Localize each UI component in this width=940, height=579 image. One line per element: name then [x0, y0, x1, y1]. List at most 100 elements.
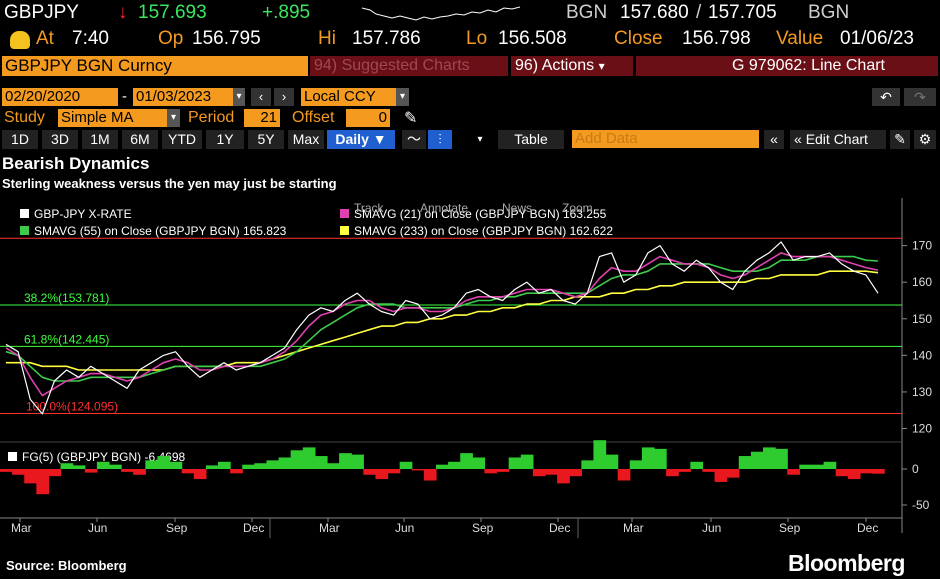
period-button-1d[interactable]: 1D — [2, 130, 38, 149]
x-tick-label-1: Jun — [88, 521, 107, 535]
frequency-select[interactable]: Daily ▼ — [327, 130, 395, 149]
fg-bar-60 — [726, 469, 740, 478]
table-button[interactable]: Table — [498, 130, 564, 149]
suggested-charts-button[interactable]: 94) Suggested Charts — [310, 56, 508, 76]
chart-type-caret-icon[interactable]: ▾ — [470, 130, 490, 149]
pencil-icon[interactable]: ✎ — [404, 110, 418, 127]
open-value: 156.795 — [192, 28, 261, 49]
chart-id-field: G 979062: Line Chart — [636, 56, 938, 76]
fg-bar-26 — [314, 456, 328, 469]
fg-bar-33 — [399, 461, 413, 469]
period-button-6m[interactable]: 6M — [122, 130, 158, 149]
candle-chart-icon[interactable]: ⫶ — [428, 130, 452, 149]
fg-bar-3 — [36, 469, 50, 495]
low-label: Lo — [466, 28, 488, 49]
bid-ask-separator: / — [696, 2, 702, 23]
y-tick-label-170: 170 — [912, 239, 932, 253]
lower-legend-swatch — [8, 452, 17, 461]
redo-icon[interactable]: ↷ — [904, 88, 936, 106]
high-label: Hi — [318, 28, 336, 49]
fg-bar-0 — [0, 469, 13, 472]
scroll-forward-button[interactable]: › — [274, 88, 294, 106]
fg-bar-54 — [654, 448, 667, 469]
legend-swatch-1 — [340, 209, 349, 218]
undo-icon[interactable]: ↶ — [872, 88, 900, 106]
y-tick-label-150: 150 — [912, 312, 932, 326]
x-tick-label-0: Mar — [11, 521, 32, 535]
period-button-1y[interactable]: 1Y — [206, 130, 244, 149]
legend-swatch-2 — [20, 226, 29, 235]
tool-news[interactable]: News — [502, 201, 532, 215]
at-time: 7:40 — [72, 28, 109, 49]
period-button-max[interactable]: Max — [288, 130, 324, 149]
study-caret-icon[interactable]: ▾ — [167, 109, 180, 127]
fg-bar-29 — [351, 454, 364, 469]
offset-input[interactable]: 0 — [346, 109, 390, 127]
close-value: 156.798 — [682, 28, 751, 49]
offset-label: Offset — [292, 109, 335, 126]
study-select[interactable]: Simple MA — [58, 109, 180, 127]
fg-bar-14 — [169, 461, 183, 469]
collapse-icon[interactable]: « — [764, 130, 784, 149]
line-chart-icon[interactable]: 〜 — [402, 130, 426, 149]
fg-bar-58 — [702, 469, 716, 472]
edit-chart-button[interactable]: « Edit Chart — [790, 130, 886, 149]
fg-bar-35 — [423, 469, 437, 481]
settings-gear-icon[interactable]: ⚙ — [914, 130, 936, 149]
security-field[interactable]: GBPJPY BGN Curncy — [2, 56, 308, 76]
end-date-input[interactable]: 01/03/2023 — [133, 88, 245, 106]
fg-bar-61 — [738, 456, 752, 469]
period-button-ytd[interactable]: YTD — [162, 130, 202, 149]
period-button-1m[interactable]: 1M — [82, 130, 118, 149]
fib-label-0: 38.2%(153.781) — [24, 291, 109, 305]
chart-id-text: G 979062: Line Chart — [732, 57, 885, 74]
x-tick-label-10: Sep — [779, 521, 801, 535]
x-year-label-0: 2020 — [118, 537, 145, 538]
net-change: +.895 — [262, 2, 311, 23]
x-tick-label-4: Mar — [319, 521, 340, 535]
date-dash: - — [122, 88, 127, 105]
currency-caret-icon[interactable]: ▾ — [396, 88, 409, 106]
price-line — [5, 241, 879, 415]
fg-bar-68 — [823, 461, 837, 469]
fg-bar-69 — [835, 469, 849, 477]
x-tick-label-3: Dec — [243, 521, 264, 535]
fg-bar-48 — [581, 460, 595, 469]
fg-bar-51 — [617, 469, 631, 481]
x-tick-label-7: Dec — [549, 521, 570, 535]
add-data-placeholder: Add Data — [575, 130, 638, 147]
fg-bar-1 — [12, 469, 25, 475]
currency-select[interactable]: Local CCY — [301, 88, 409, 106]
fg-bar-22 — [266, 460, 280, 469]
period-button-3d[interactable]: 3D — [42, 130, 78, 149]
tool-annotate[interactable]: Annotate — [420, 201, 468, 215]
add-data-input[interactable]: Add Data — [572, 130, 759, 148]
scroll-back-button[interactable]: ‹ — [251, 88, 271, 106]
value-label: Value — [776, 28, 824, 49]
legend-entry-2: SMAVG (55) on Close (GBPJPY BGN) 165.823 — [34, 224, 287, 238]
security-text: GBPJPY BGN Curncy — [5, 56, 172, 75]
edit-pencil-icon[interactable]: ✎ — [890, 130, 910, 149]
price-chart[interactable]: 120 130 140 150 160 170 38.2%(153.781) 61.8%(14… — [0, 198, 940, 538]
period-input[interactable]: 21 — [244, 109, 280, 127]
actions-text: 96) Actions — [515, 57, 595, 74]
fg-bar-16 — [193, 469, 207, 480]
calendar-caret-icon[interactable]: ▾ — [233, 88, 245, 106]
edit-chart-text: Edit Chart — [805, 131, 868, 147]
fg-bar-9 — [109, 464, 122, 469]
stats-row: At 7:40 Op 156.795 Hi 157.786 Lo 156.508… — [0, 28, 940, 52]
actions-menu[interactable]: 96) Actions ▾ — [511, 56, 633, 76]
fg-bar-34 — [411, 469, 425, 471]
period-button-5y[interactable]: 5Y — [248, 130, 284, 149]
intraday-sparkline — [362, 6, 521, 21]
tool-track[interactable]: Track — [354, 201, 385, 215]
fg-bar-28 — [339, 453, 352, 469]
tool-zoom[interactable]: Zoom — [562, 201, 593, 215]
fg-bar-53 — [641, 447, 655, 469]
legend-swatch-3 — [340, 226, 349, 235]
high-value: 157.786 — [352, 28, 421, 49]
fg-bar-49 — [593, 440, 607, 469]
fg-bar-55 — [666, 469, 679, 477]
legend-entry-0: GBP-JPY X-RATE — [34, 207, 132, 221]
start-date-input[interactable]: 02/20/2020 — [2, 88, 118, 106]
